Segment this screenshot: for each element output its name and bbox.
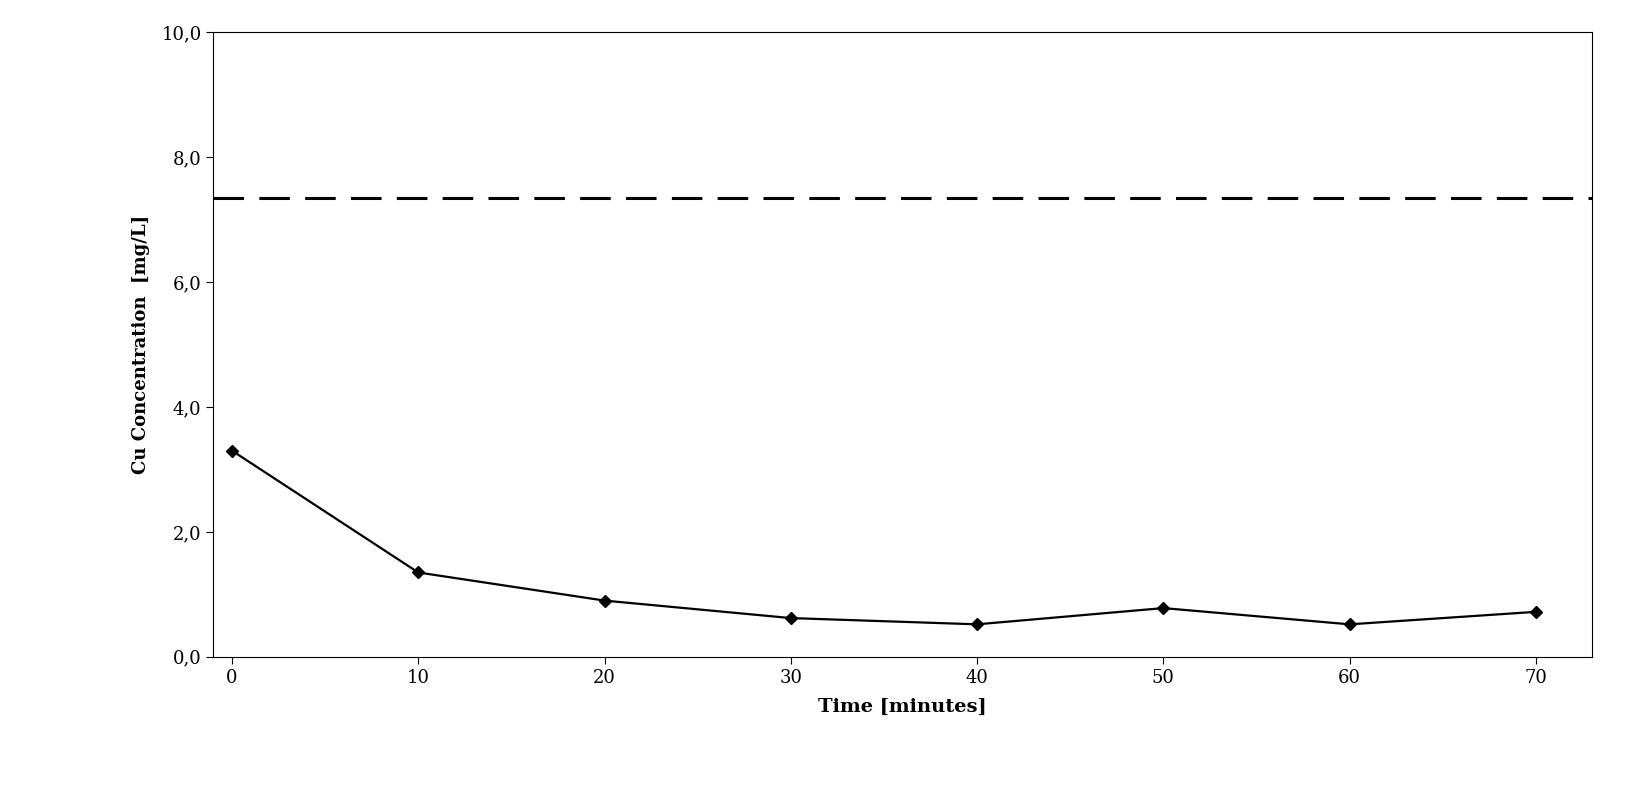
X-axis label: Time [minutes]: Time [minutes] bbox=[819, 698, 986, 716]
Y-axis label: Cu Concentration  [mg/L]: Cu Concentration [mg/L] bbox=[133, 215, 151, 474]
